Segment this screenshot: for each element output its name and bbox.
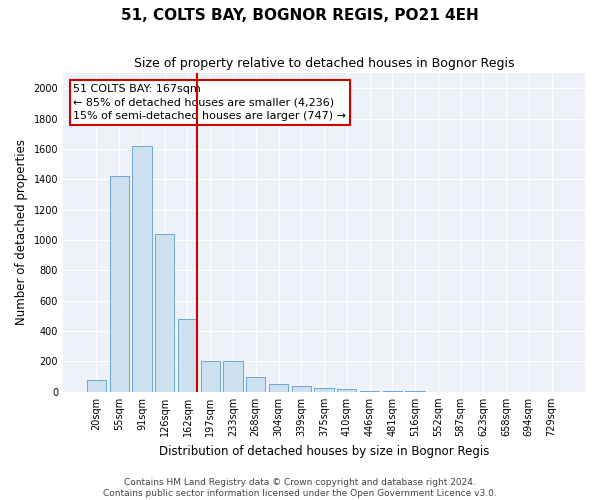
- Bar: [178, 319, 197, 392]
- Bar: [337, 389, 356, 392]
- Bar: [110, 176, 129, 392]
- Bar: [314, 388, 334, 392]
- Bar: [292, 386, 311, 392]
- Bar: [246, 376, 265, 392]
- Bar: [406, 391, 425, 392]
- Bar: [223, 362, 242, 392]
- Title: Size of property relative to detached houses in Bognor Regis: Size of property relative to detached ho…: [134, 58, 514, 70]
- X-axis label: Distribution of detached houses by size in Bognor Regis: Distribution of detached houses by size …: [159, 444, 489, 458]
- Bar: [87, 380, 106, 392]
- Bar: [269, 384, 288, 392]
- Text: 51 COLTS BAY: 167sqm
← 85% of detached houses are smaller (4,236)
15% of semi-de: 51 COLTS BAY: 167sqm ← 85% of detached h…: [73, 84, 346, 120]
- Bar: [360, 391, 379, 392]
- Bar: [155, 234, 175, 392]
- Bar: [200, 362, 220, 392]
- Bar: [132, 146, 152, 392]
- Text: 51, COLTS BAY, BOGNOR REGIS, PO21 4EH: 51, COLTS BAY, BOGNOR REGIS, PO21 4EH: [121, 8, 479, 22]
- Text: Contains HM Land Registry data © Crown copyright and database right 2024.
Contai: Contains HM Land Registry data © Crown c…: [103, 478, 497, 498]
- Bar: [383, 391, 402, 392]
- Y-axis label: Number of detached properties: Number of detached properties: [15, 140, 28, 326]
